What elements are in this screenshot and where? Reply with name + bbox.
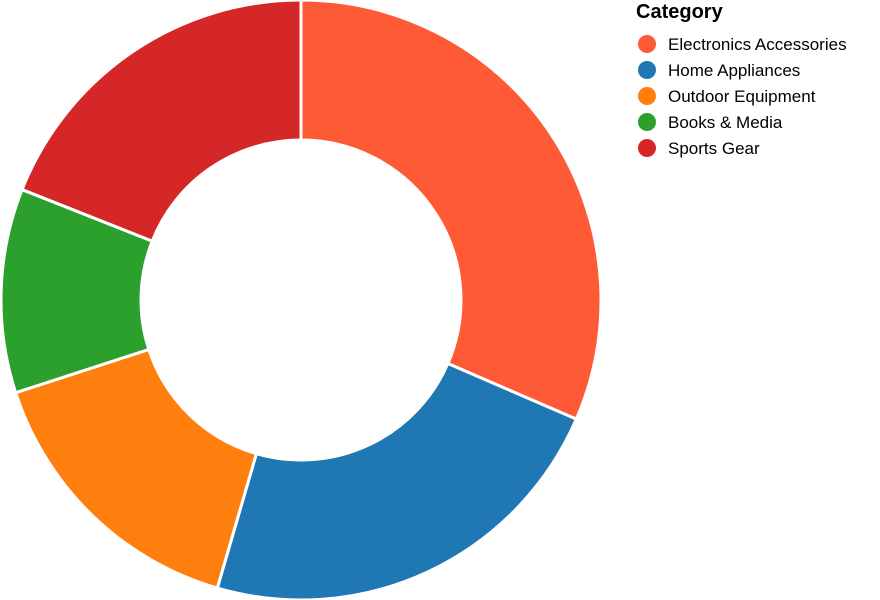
- slice-outdoor-equipment: [14, 347, 258, 590]
- legend-label-electronics-accessories: Electronics Accessories: [668, 35, 847, 54]
- legend-items: Electronics Accessories Home Appliances Ou…: [638, 35, 847, 158]
- legend-swatch-outdoor-equipment: [638, 87, 656, 105]
- legend-label-books-media: Books & Media: [668, 113, 783, 132]
- legend-label-outdoor-equipment: Outdoor Equipment: [668, 87, 816, 106]
- legend-swatch-electronics-accessories: [638, 35, 656, 53]
- slice-home-appliances: [215, 362, 578, 600]
- legend-label-home-appliances: Home Appliances: [668, 61, 800, 80]
- legend: Category Electronics Accessories Home App…: [636, 1, 847, 158]
- legend-swatch-books-media: [638, 113, 656, 131]
- legend-swatch-sports-gear: [638, 139, 656, 157]
- slice-electronics-accessories: [299, 0, 603, 421]
- legend-label-sports-gear: Sports Gear: [668, 139, 760, 158]
- donut-slices: [0, 0, 603, 600]
- legend-swatch-home-appliances: [638, 61, 656, 79]
- slice-sports-gear: [20, 0, 303, 243]
- legend-title: Category: [636, 1, 724, 23]
